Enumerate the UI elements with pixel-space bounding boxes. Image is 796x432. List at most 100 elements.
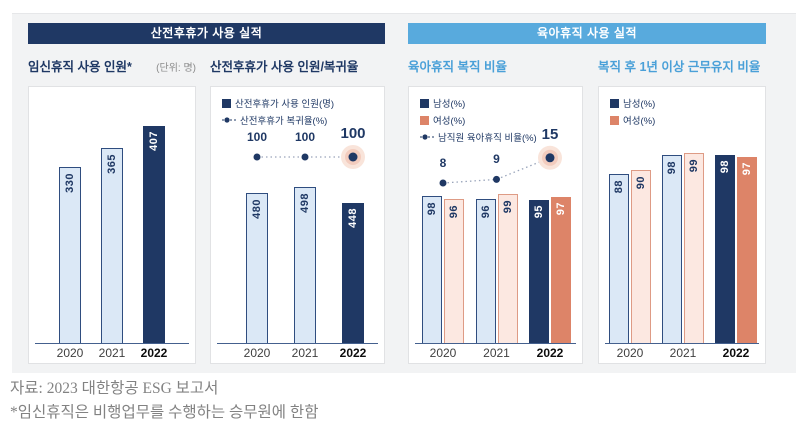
x-tick-2021: 2021 xyxy=(291,346,319,360)
chart-title-retention-rate: 복직 후 1년 이상 근무유지 비율 xyxy=(598,60,761,74)
line-point xyxy=(348,152,358,162)
bar-value-label: 98 xyxy=(666,161,678,175)
bar-value-label: 96 xyxy=(448,205,460,219)
chart-legend: 남성(%) 여성(%) 남직원 육아휴직 비율(%) xyxy=(420,96,537,144)
highlight-halo xyxy=(341,145,365,169)
section-header-maternity-leave: 산전후휴가 사용 실적 xyxy=(28,23,385,44)
bar-2021: 498 xyxy=(294,187,316,343)
x-tick-2020: 2020 xyxy=(616,346,644,360)
x-tick-2020: 2020 xyxy=(429,346,457,360)
x-tick-2021: 2021 xyxy=(98,346,126,360)
chart-legend: 남성(%) 여성(%) xyxy=(610,96,655,127)
x-tick-2021: 2021 xyxy=(669,346,697,360)
bar-2021-male: 98 xyxy=(662,155,682,343)
legend-item: 산전후휴가 사용 인원(명) xyxy=(222,96,334,110)
bar-2021-female: 99 xyxy=(497,194,518,343)
male-swatch-icon xyxy=(420,98,429,108)
bar-2020-male: 98 xyxy=(422,196,442,343)
highlight-halo xyxy=(542,149,558,166)
legend-label: 남성(%) xyxy=(433,99,466,110)
highlight-halo xyxy=(345,149,361,165)
legend-item: 산전후휴가 복귀율(%) xyxy=(222,113,334,127)
bar-2021-female: 99 xyxy=(684,153,704,343)
line-value-label: 100 xyxy=(246,130,268,144)
bar-value-label: 96 xyxy=(479,205,492,219)
bar-value-label: 498 xyxy=(299,193,311,213)
highlight-halo xyxy=(538,145,562,170)
bar-2020: 480 xyxy=(246,193,268,343)
line-point xyxy=(545,153,555,163)
unit-note: (단위: 명) xyxy=(156,63,196,74)
bar-value-label: 97 xyxy=(741,162,753,176)
line-value-label: 9 xyxy=(493,152,500,167)
bar-value-label: 97 xyxy=(555,202,567,216)
legend-label: 여성(%) xyxy=(623,116,656,127)
chart-title-maternity-users-return-rate: 산전후휴가 사용 인원/복귀율 xyxy=(210,60,359,74)
chart-title-childcare-return-rate: 육아휴직 복직 비율 xyxy=(408,60,507,74)
line-value-label: 100 xyxy=(294,130,316,144)
line-value-label: 15 xyxy=(541,125,559,143)
x-axis-line xyxy=(35,343,189,344)
bar-value-label: 99 xyxy=(501,200,514,214)
chart-card-childcare-return-rate: 98 96 2020 96 99 2021 95 97 2022 8 9 15 남성(%) 여성(%) 남직… xyxy=(408,86,583,364)
line-marker-icon xyxy=(420,134,434,140)
x-tick-2021: 2021 xyxy=(483,346,510,360)
legend-item: 여성(%) xyxy=(610,113,655,127)
footnote-line: *임신휴직은 비행업무를 수행하는 승무원에 한함 xyxy=(10,404,319,421)
chart-card-pregnancy-leave-users: 330 2020 365 2021 407 2022 xyxy=(28,86,196,364)
x-tick-2022: 2022 xyxy=(339,346,367,360)
x-tick-2020: 2020 xyxy=(243,346,271,360)
legend-label: 산전후휴가 복귀율(%) xyxy=(240,116,328,127)
chart-title-text: 임신휴직 사용 인원* xyxy=(28,60,132,74)
source-line: 자료: 2023 대한항공 ESG 보고서 xyxy=(10,380,219,397)
bar-value-label: 365 xyxy=(106,154,118,174)
bar-value-label: 88 xyxy=(613,180,625,194)
legend-item: 남직원 육아휴직 비율(%) xyxy=(420,130,537,144)
bar-2022: 407 xyxy=(143,126,165,343)
chart-legend: 산전후휴가 사용 인원(명) 산전후휴가 복귀율(%) xyxy=(222,96,334,127)
bar-value-label: 90 xyxy=(635,176,647,190)
line-point xyxy=(493,175,500,183)
bar-2022: 448 xyxy=(342,203,364,343)
female-swatch-icon xyxy=(420,115,429,125)
line-value-label: 8 xyxy=(439,156,447,170)
x-axis-line xyxy=(217,343,378,344)
bar-2020-male: 88 xyxy=(609,174,629,343)
legend-item: 여성(%) xyxy=(420,113,537,127)
bar-2020-female: 90 xyxy=(631,170,651,343)
female-swatch-icon xyxy=(610,115,619,125)
chart-card-retention-rate: 88 90 2020 98 99 2021 98 97 2022 남성(%) 여성(%) xyxy=(598,86,766,364)
bar-2020: 330 xyxy=(59,167,81,343)
bar-value-label: 99 xyxy=(688,159,700,173)
source-note: 자료: 2023 대한항공 ESG 보고서 *임신휴직은 비행업무를 수행하는 … xyxy=(10,377,318,425)
bar-2022-male: 98 xyxy=(715,155,735,343)
x-tick-2020: 2020 xyxy=(56,346,84,360)
male-swatch-icon xyxy=(222,98,231,108)
x-tick-2022: 2022 xyxy=(536,346,564,360)
chart-card-maternity-users-return-rate: 480 2020 498 2021 448 2022 100 100 100 산전후휴가 사용 인… xyxy=(210,86,385,364)
legend-label: 남성(%) xyxy=(623,99,656,110)
line-point xyxy=(253,153,261,161)
bar-value-label: 448 xyxy=(347,208,359,228)
legend-label: 남직원 육아휴직 비율(%) xyxy=(438,133,537,144)
x-axis-line xyxy=(605,343,759,344)
line-point xyxy=(439,179,447,187)
male-swatch-icon xyxy=(610,98,619,108)
bar-value-label: 407 xyxy=(148,131,160,151)
bar-2022-male: 95 xyxy=(529,200,549,343)
bar-2022-female: 97 xyxy=(551,197,571,343)
legend-label: 여성(%) xyxy=(433,116,466,127)
line-marker-icon xyxy=(222,117,236,123)
bar-2021-male: 96 xyxy=(475,199,496,343)
bar-2020-female: 96 xyxy=(444,199,464,343)
bar-2021: 365 xyxy=(101,148,123,343)
bar-value-label: 480 xyxy=(251,199,263,219)
bar-value-label: 330 xyxy=(64,173,76,193)
section-header-childcare-leave: 육아휴직 사용 실적 xyxy=(408,23,766,44)
x-tick-2022: 2022 xyxy=(140,346,168,360)
chart-title-pregnancy-leave-users: 임신휴직 사용 인원* (단위: 명) xyxy=(28,56,196,75)
bar-value-label: 95 xyxy=(533,205,545,219)
line-value-label: 100 xyxy=(340,125,366,142)
legend-item: 남성(%) xyxy=(420,96,537,110)
